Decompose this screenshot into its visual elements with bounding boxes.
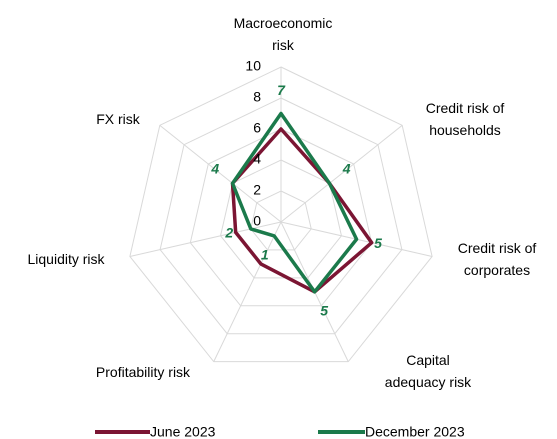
grid-ring bbox=[189, 128, 373, 307]
category-label: Credit risk of households bbox=[425, 100, 505, 138]
category-label: Macroeconomic risk bbox=[233, 15, 333, 53]
data-label: 7 bbox=[277, 82, 286, 98]
data-label: 4 bbox=[210, 160, 219, 176]
legend-label: December 2023 bbox=[365, 424, 465, 439]
category-label: Profitability risk bbox=[95, 364, 191, 380]
grid-ring bbox=[250, 190, 312, 251]
grid-ring bbox=[159, 97, 403, 335]
data-label: 1 bbox=[261, 246, 269, 262]
category-label: Capital adequacy risk bbox=[384, 352, 472, 390]
category-label: Liquidity risk bbox=[27, 251, 105, 267]
category-label: FX risk bbox=[96, 111, 140, 127]
grid-ring bbox=[129, 66, 433, 363]
data-label: 2 bbox=[224, 224, 233, 240]
grid-ring bbox=[220, 159, 342, 279]
series-line bbox=[230, 111, 359, 294]
category-label: Credit risk of corporates bbox=[457, 240, 537, 278]
spoke bbox=[213, 221, 282, 362]
r-tick-label: 0 bbox=[253, 213, 261, 229]
r-tick-label: 6 bbox=[253, 120, 261, 136]
r-tick-label: 8 bbox=[253, 89, 261, 105]
legend-label: June 2023 bbox=[150, 424, 216, 439]
r-tick-label: 2 bbox=[253, 182, 261, 198]
data-label: 4 bbox=[342, 160, 351, 176]
spoke bbox=[129, 221, 282, 257]
series-line bbox=[230, 127, 374, 294]
r-tick-label: 4 bbox=[253, 151, 261, 167]
spoke bbox=[159, 124, 282, 223]
data-label: 5 bbox=[320, 302, 328, 318]
spoke bbox=[280, 124, 403, 223]
r-tick-label: 10 bbox=[245, 58, 261, 74]
data-label: 5 bbox=[374, 235, 382, 251]
